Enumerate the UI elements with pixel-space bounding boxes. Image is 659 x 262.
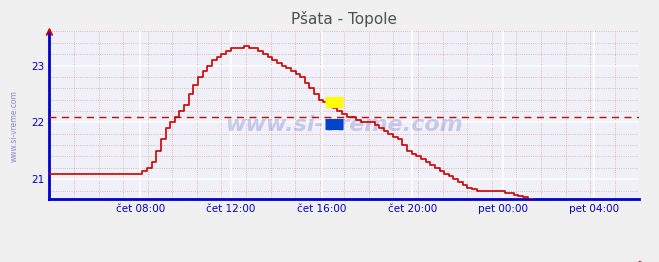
Text: www.si-vreme.com: www.si-vreme.com [225, 115, 463, 135]
Text: www.si-vreme.com: www.si-vreme.com [10, 90, 19, 162]
Title: Pšata - Topole: Pšata - Topole [291, 12, 397, 28]
